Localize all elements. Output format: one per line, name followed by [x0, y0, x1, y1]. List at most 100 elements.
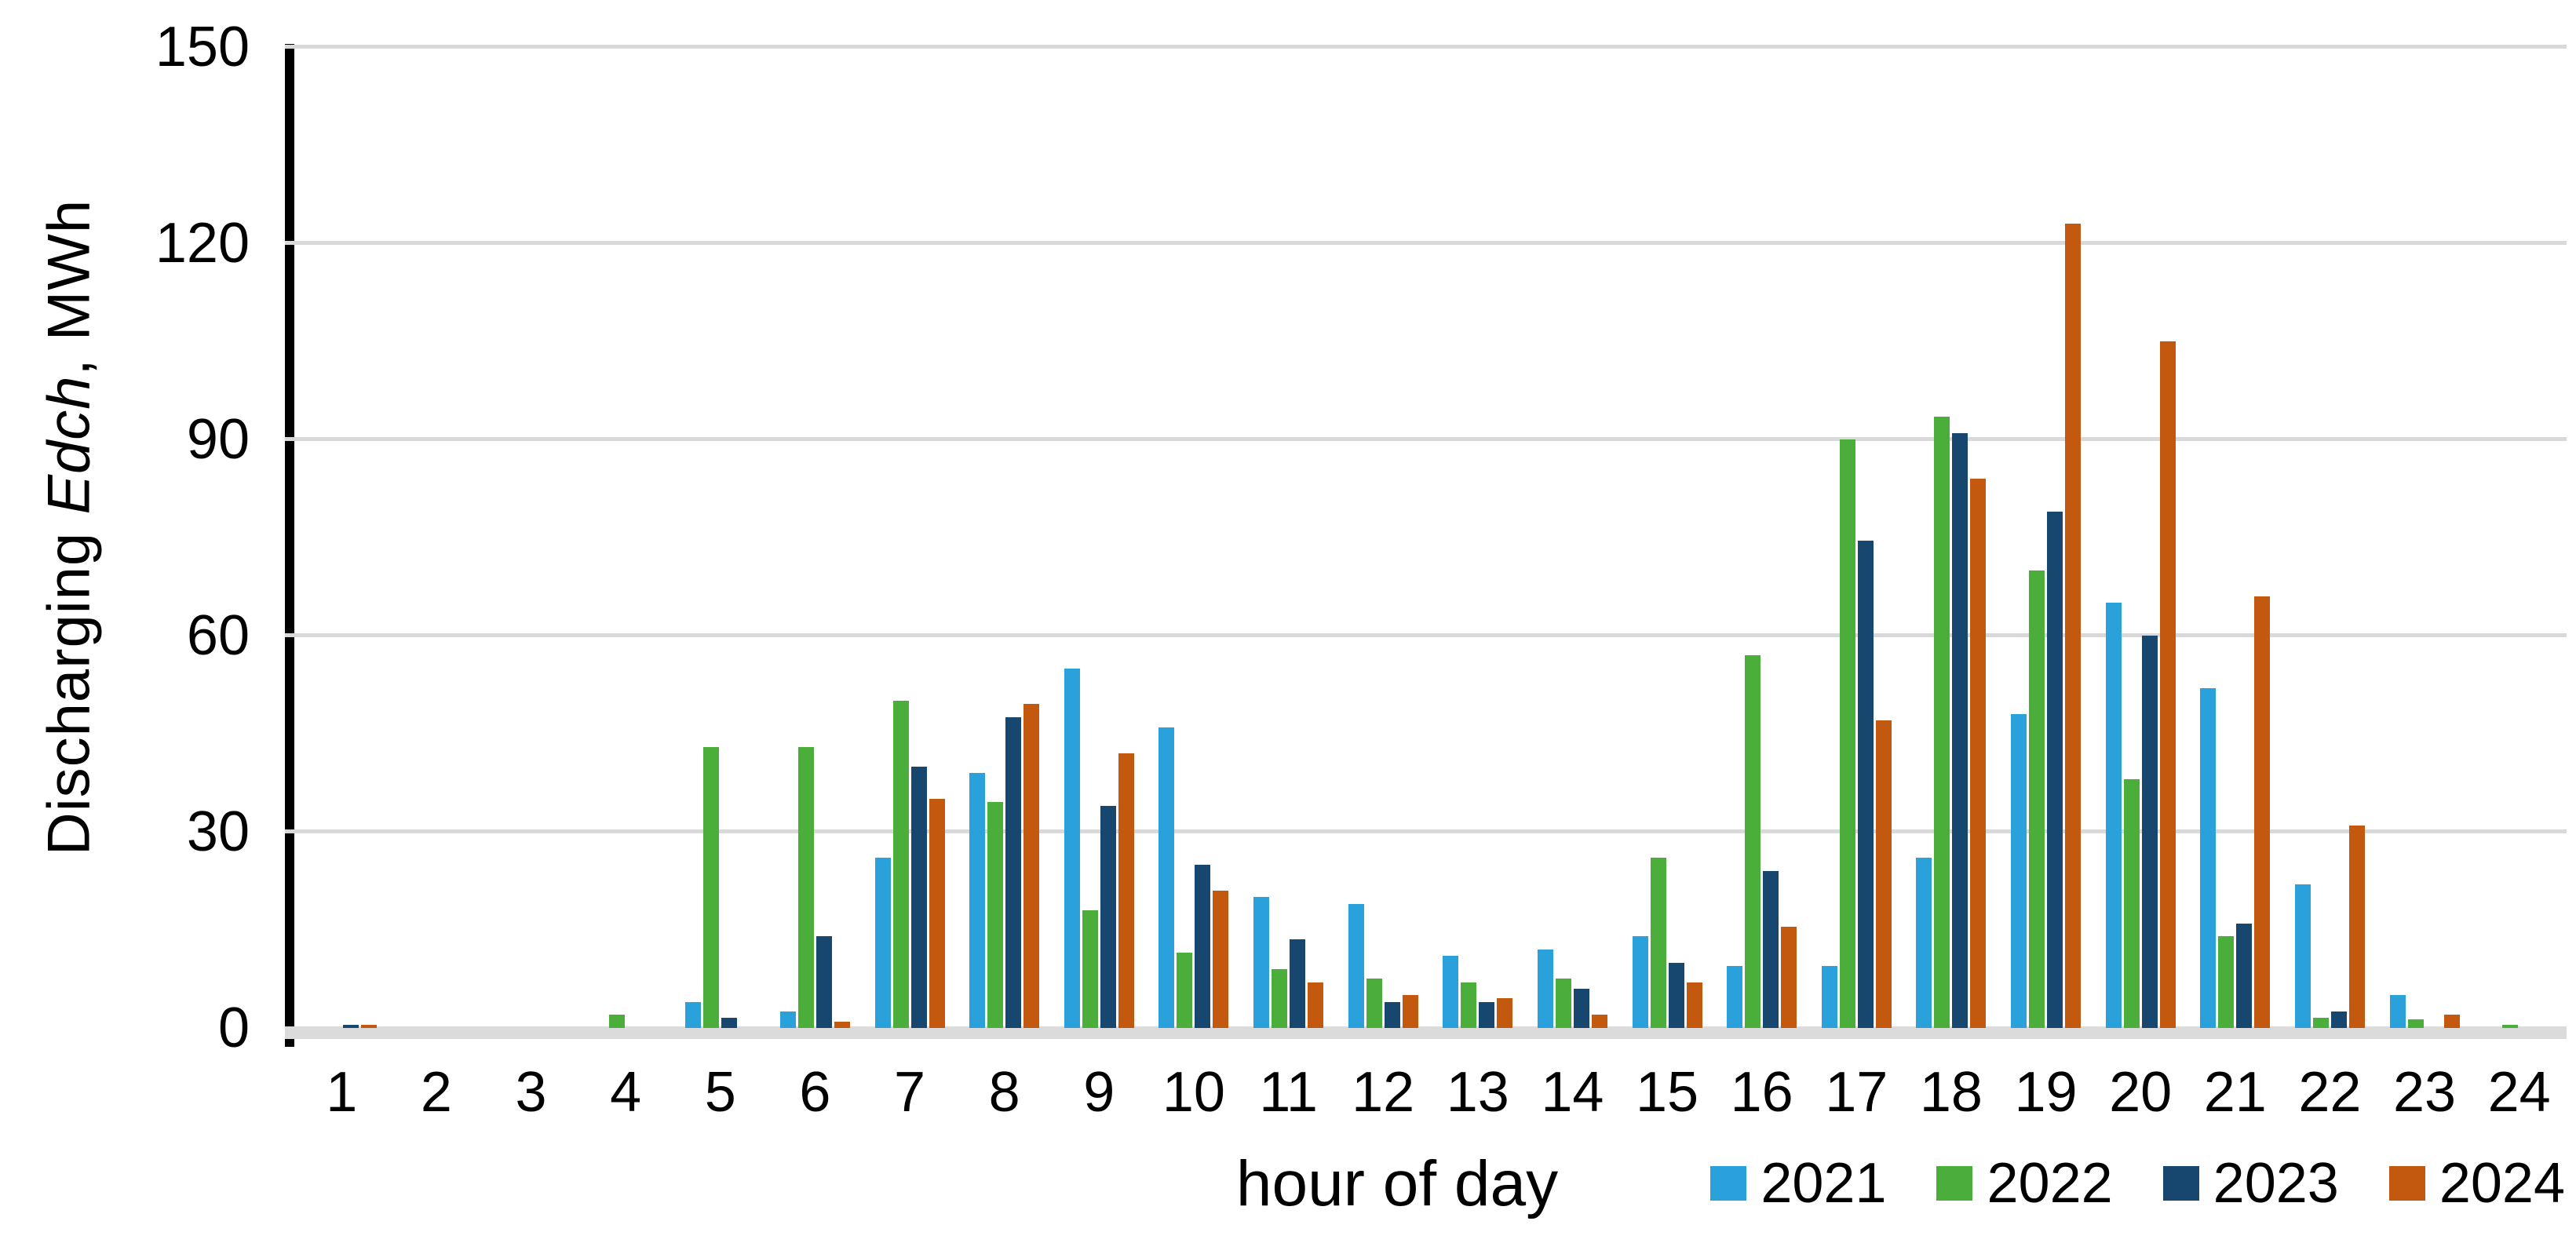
bar-2024-hour-23: [2443, 1015, 2460, 1028]
x-tick-label-5: 5: [704, 1061, 736, 1124]
bar-2021-hour-11: [1253, 897, 1270, 1028]
legend-label-2022: 2022: [1987, 1152, 2113, 1215]
x-tick-label-8: 8: [988, 1061, 1020, 1124]
bar-2024-hour-7: [929, 799, 945, 1028]
x-tick-label-9: 9: [1083, 1061, 1115, 1124]
bar-2021-hour-15: [1632, 936, 1648, 1028]
bar-group-hour-6: 6: [768, 47, 863, 1121]
bar-2021-hour-23: [2389, 995, 2406, 1028]
bar-2024-hour-21: [2254, 596, 2271, 1028]
legend-label-2021: 2021: [1761, 1152, 1887, 1215]
y-axis-title: Discharging Edch, MWh: [35, 199, 104, 855]
legend-swatch-2024: [2388, 1166, 2425, 1201]
x-tick-label-15: 15: [1636, 1061, 1699, 1124]
bar-2021-hour-20: [2105, 603, 2122, 1028]
plot-area: 0 30 60 90 120 150 1 2 3 4 5 6 7 8 9 10 11 12 13 14 15 16 17 1…: [155, 19, 2567, 1121]
bar-2023-hour-22: [2330, 1012, 2347, 1028]
bar-2021-hour-12: [1348, 904, 1364, 1028]
legend-label-2023: 2023: [2213, 1152, 2339, 1215]
y-tick-label-0: 0: [217, 997, 250, 1059]
bar-2023-hour-18: [1952, 433, 1968, 1028]
bar-2023-hour-5: [721, 1018, 738, 1028]
bar-2022-hour-8: [987, 802, 1004, 1028]
bar-2022-hour-7: [892, 701, 909, 1028]
bar-group-hour-11: 11: [1241, 47, 1336, 1121]
bar-group-hour-17: 17: [1809, 47, 1904, 1121]
bar-2021-hour-17: [1821, 966, 1837, 1028]
x-tick-label-10: 10: [1162, 1061, 1225, 1124]
bar-group-hour-16: 16: [1714, 47, 1809, 1121]
legend: 2021 2022 2023 2024: [1710, 1155, 2565, 1212]
bar-2021-hour-14: [1537, 950, 1553, 1028]
legend-item-2022: 2022: [1936, 1152, 2113, 1215]
y-tick-label-60: 60: [186, 604, 250, 667]
legend-item-2023: 2023: [2162, 1152, 2339, 1215]
bar-2022-hour-9: [1082, 910, 1098, 1028]
bar-2024-hour-1: [360, 1025, 377, 1028]
bar-group-hour-1: 1: [294, 47, 389, 1121]
bar-2022-hour-18: [1934, 417, 1950, 1028]
legend-swatch-2022: [1936, 1166, 1973, 1201]
bar-2021-hour-21: [2200, 688, 2217, 1028]
bar-2021-hour-16: [1727, 966, 1743, 1028]
legend-label-2024: 2024: [2439, 1152, 2565, 1215]
bar-2022-hour-4: [608, 1015, 625, 1028]
x-tick-label-20: 20: [2109, 1061, 2173, 1124]
bar-2022-hour-19: [2029, 570, 2045, 1028]
bar-2022-hour-11: [1272, 969, 1288, 1028]
y-tick-label-150: 150: [155, 16, 250, 78]
bar-group-hour-14: 14: [1525, 47, 1620, 1121]
bar-2022-hour-20: [2123, 779, 2140, 1028]
bar-2023-hour-16: [1763, 871, 1779, 1028]
gridline-90: [285, 437, 2567, 441]
bar-2022-hour-24: [2502, 1025, 2519, 1028]
x-tick-label-11: 11: [1259, 1061, 1318, 1124]
bar-2024-hour-17: [1875, 720, 1892, 1028]
bar-2023-hour-13: [1479, 1002, 1495, 1028]
x-tick-label-24: 24: [2487, 1061, 2551, 1124]
bar-group-hour-9: 9: [1052, 47, 1147, 1121]
bar-2022-hour-6: [797, 747, 814, 1028]
bar-2021-hour-13: [1443, 956, 1459, 1028]
bar-2022-hour-12: [1366, 979, 1382, 1028]
bar-group-hour-24: 24: [2472, 47, 2567, 1121]
x-axis-title: hour of day: [1235, 1148, 1559, 1219]
bar-group-hour-23: 23: [2377, 47, 2472, 1121]
x-tick-label-2: 2: [420, 1061, 452, 1124]
bar-2021-hour-7: [874, 858, 891, 1028]
bar-2024-hour-9: [1118, 753, 1134, 1028]
bar-2024-hour-16: [1781, 927, 1797, 1028]
bar-2024-hour-18: [1970, 479, 1987, 1028]
x-tick-label-23: 23: [2393, 1061, 2457, 1124]
bar-2021-hour-6: [779, 1012, 796, 1028]
bar-2022-hour-5: [703, 747, 720, 1028]
x-tick-label-1: 1: [326, 1061, 358, 1124]
x-tick-label-14: 14: [1541, 1061, 1604, 1124]
bar-2023-hour-9: [1100, 806, 1116, 1028]
legend-item-2024: 2024: [2388, 1152, 2565, 1215]
bar-2024-hour-22: [2348, 826, 2365, 1028]
bar-group-hour-7: 7: [863, 47, 958, 1121]
bar-2024-hour-10: [1213, 891, 1229, 1028]
bar-2024-hour-15: [1686, 982, 1702, 1028]
x-tick-label-6: 6: [799, 1061, 831, 1124]
bar-group-hour-18: 18: [1904, 47, 1999, 1121]
legend-item-2021: 2021: [1710, 1155, 1886, 1212]
gridline-150: [285, 45, 2567, 49]
bar-group-hour-15: 15: [1620, 47, 1715, 1121]
bar-2023-hour-8: [1005, 717, 1022, 1028]
bar-2021-hour-22: [2294, 884, 2311, 1028]
bar-2022-hour-16: [1745, 655, 1761, 1028]
bar-group-hour-8: 8: [957, 47, 1052, 1121]
bar-2022-hour-21: [2218, 936, 2235, 1028]
bar-2024-hour-6: [834, 1022, 850, 1028]
y-tick-label-120: 120: [155, 212, 250, 275]
bar-group-hour-22: 22: [2282, 47, 2377, 1121]
bar-groups: 1 2 3 4 5 6 7 8 9 10 11 12 13 14 15 16 17 18 19 20 21 22 23 24: [294, 47, 2567, 1121]
bar-group-hour-12: 12: [1336, 47, 1431, 1121]
bar-2023-hour-21: [2236, 924, 2253, 1028]
bar-2023-hour-17: [1857, 541, 1874, 1028]
y-tick-label-90: 90: [186, 408, 250, 471]
bar-2024-hour-14: [1591, 1015, 1607, 1028]
bar-2023-hour-7: [910, 767, 927, 1028]
